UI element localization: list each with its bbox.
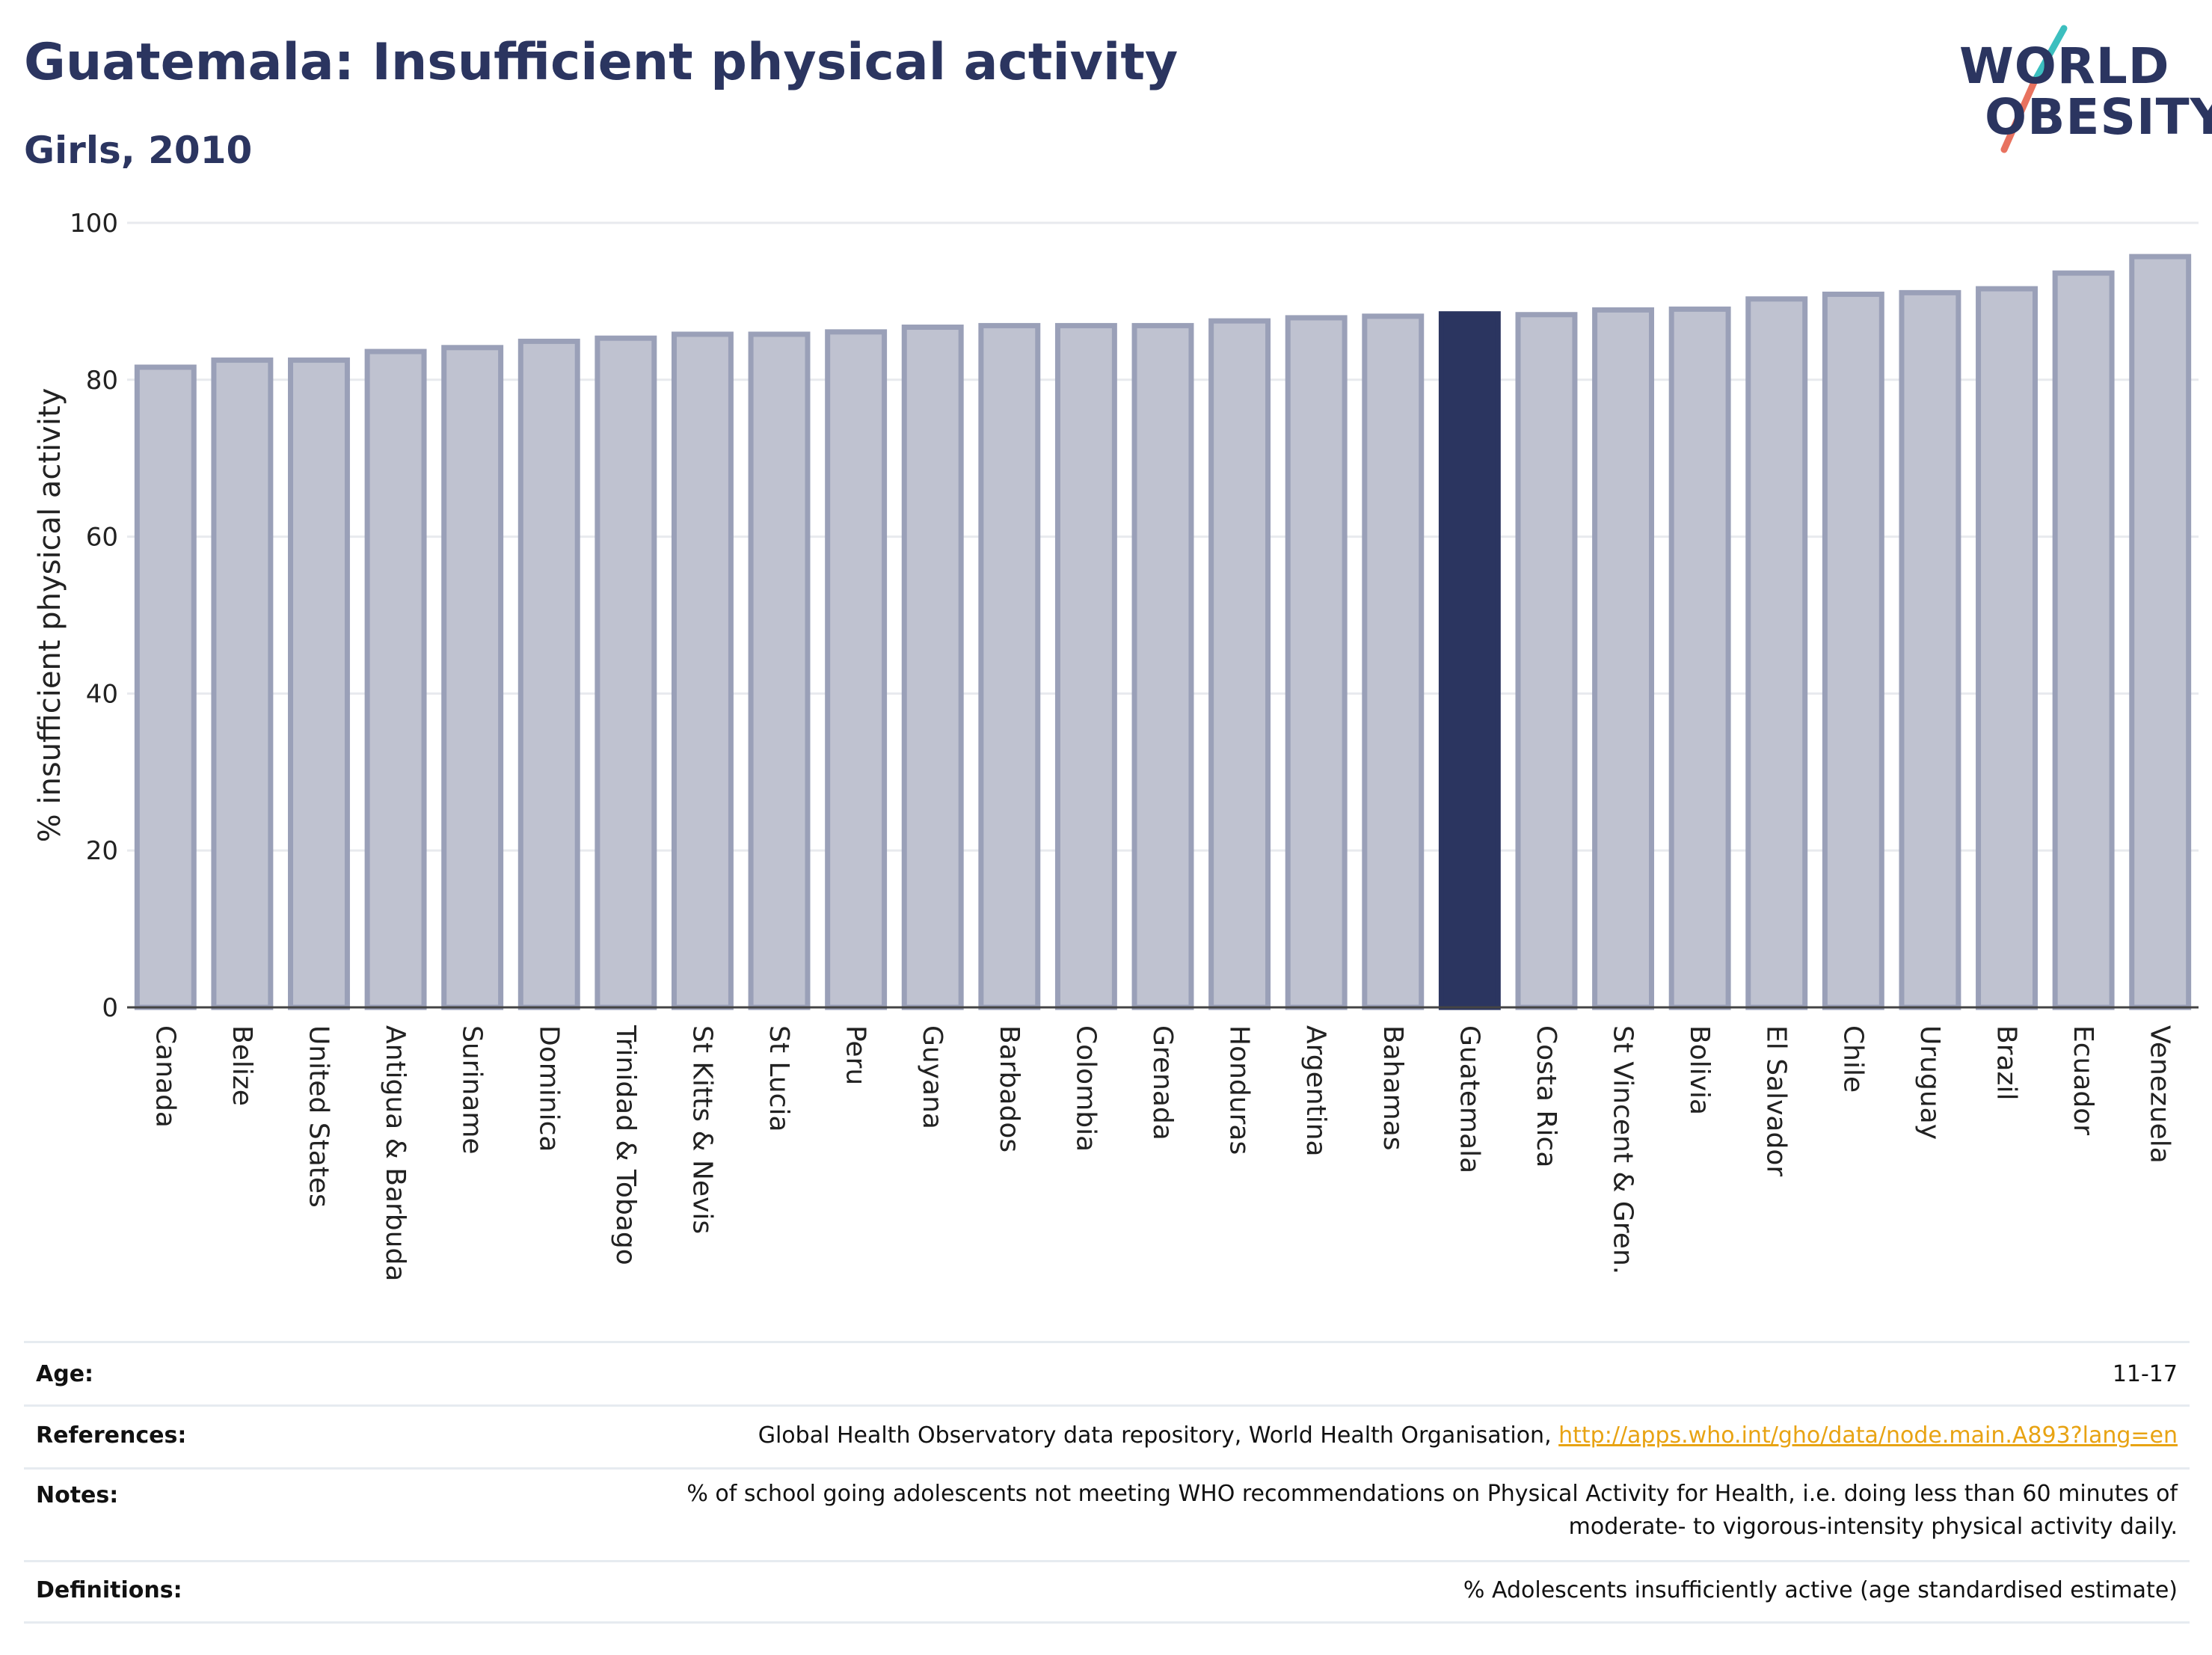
y-tick-label: 40 bbox=[86, 679, 118, 709]
y-tick-label: 60 bbox=[86, 523, 118, 553]
metadata-value-text: Global Health Observatory data repositor… bbox=[758, 1422, 1559, 1449]
metadata-row: Age: 11-17 bbox=[24, 1345, 2190, 1407]
metadata-row: Definitions: % Adolescents insufficiently… bbox=[24, 1560, 2190, 1624]
chart-subtitle: Girls, 2010 bbox=[24, 129, 253, 172]
x-tick-label: St Lucia bbox=[764, 1025, 794, 1132]
metadata-table-top-border: Age: 11-17 References: Global Health Observ… bbox=[24, 1341, 2190, 1624]
bar bbox=[2052, 270, 2115, 1010]
x-tick-label: Chile bbox=[1837, 1025, 1868, 1093]
x-tick-label: Trinidad & Tobago bbox=[610, 1025, 641, 1265]
x-tick-label: Costa Rica bbox=[1531, 1025, 1561, 1167]
bar bbox=[748, 331, 811, 1010]
bar bbox=[978, 322, 1041, 1010]
x-tick-label: St Kitts & Nevis bbox=[686, 1025, 717, 1234]
x-tick-label: Bahamas bbox=[1377, 1025, 1408, 1151]
bar bbox=[1822, 291, 1884, 1010]
bar bbox=[1592, 307, 1655, 1010]
y-tick-label: 80 bbox=[86, 366, 118, 396]
x-tick-label: Antigua & Barbuda bbox=[380, 1025, 411, 1281]
bar bbox=[288, 357, 350, 1010]
world-obesity-logo: WORLD OBESITY bbox=[1952, 22, 2212, 157]
metadata-key: Notes: bbox=[36, 1482, 119, 1508]
x-tick-label: Honduras bbox=[1224, 1025, 1255, 1155]
bar bbox=[1668, 306, 1731, 1010]
x-tick-label: Canada bbox=[150, 1025, 180, 1128]
bar bbox=[134, 364, 197, 1010]
logo-slash-icon bbox=[2000, 25, 2068, 153]
x-tick-label: Bolivia bbox=[1684, 1025, 1715, 1115]
bar bbox=[211, 357, 274, 1010]
x-tick-label: Belize bbox=[227, 1025, 257, 1106]
metadata-value-text: 11-17 bbox=[2112, 1361, 2178, 1387]
bar bbox=[1438, 311, 1501, 1010]
metadata-key: References: bbox=[36, 1422, 187, 1449]
bar bbox=[364, 348, 427, 1010]
metadata-value: % of school going adolescents not meetin… bbox=[607, 1478, 2178, 1544]
x-tick-label: Brazil bbox=[1991, 1025, 2022, 1100]
x-tick-label: Guyana bbox=[917, 1025, 947, 1129]
x-tick-label: Dominica bbox=[533, 1025, 564, 1152]
bar bbox=[441, 345, 504, 1010]
metadata-row: Notes: % of school going adolescents not … bbox=[24, 1467, 2190, 1562]
reference-link[interactable]: http://apps.who.int/gho/data/node.main.A… bbox=[1558, 1422, 2178, 1449]
bar bbox=[1976, 286, 2038, 1010]
bar bbox=[1054, 322, 1117, 1010]
logo-text-world: WORLD bbox=[1959, 37, 2170, 95]
x-tick-label: Barbados bbox=[994, 1025, 1024, 1152]
y-axis-label: % insufficient physical activity bbox=[33, 388, 67, 843]
bar-chart: 0 20 40 60 80 100 % insufficient physical acti… bbox=[33, 209, 2199, 1281]
bar bbox=[2129, 254, 2192, 1010]
metadata-value: Global Health Observatory data repositor… bbox=[233, 1419, 2178, 1452]
bar bbox=[671, 331, 734, 1010]
metadata-key: Age: bbox=[36, 1361, 94, 1387]
x-tick-label: Venezuela bbox=[2145, 1025, 2175, 1164]
x-tick-label: United States bbox=[303, 1025, 334, 1208]
x-tick-label: Suriname bbox=[457, 1025, 488, 1155]
metadata-value-text: % of school going adolescents not meetin… bbox=[686, 1481, 2178, 1540]
logo-text-obesity: OBESITY bbox=[1985, 88, 2212, 146]
metadata-value: % Adolescents insufficiently active (age… bbox=[233, 1574, 2178, 1607]
y-tick-label: 20 bbox=[86, 836, 118, 866]
x-tick-label: Grenada bbox=[1147, 1025, 1178, 1140]
bar bbox=[1745, 296, 1808, 1010]
x-tick-label: Uruguay bbox=[1914, 1025, 1945, 1140]
metadata-key: Definitions: bbox=[36, 1577, 182, 1603]
bar bbox=[1208, 318, 1271, 1010]
bar bbox=[1899, 289, 1961, 1010]
x-tick-label: Ecuador bbox=[2068, 1025, 2098, 1135]
bar bbox=[901, 325, 964, 1010]
y-tick-label: 0 bbox=[102, 993, 118, 1023]
x-tick-label: El Salvador bbox=[1761, 1025, 1792, 1176]
bar bbox=[1131, 322, 1194, 1010]
y-tick-label: 100 bbox=[70, 209, 118, 239]
metadata-value: 11-17 bbox=[233, 1358, 2178, 1391]
chart-title: Guatemala: Insufficient physical activit… bbox=[24, 33, 1179, 92]
x-tick-label: St Vincent & Gren. bbox=[1608, 1025, 1638, 1274]
bar bbox=[517, 338, 580, 1010]
x-tick-label: Guatemala bbox=[1454, 1025, 1484, 1173]
x-tick-label: Colombia bbox=[1070, 1025, 1101, 1152]
bar bbox=[595, 335, 657, 1010]
bar bbox=[1362, 313, 1425, 1010]
metadata-row: References: Global Health Observatory dat… bbox=[24, 1404, 2190, 1470]
bar bbox=[825, 329, 888, 1010]
metadata-value-text: % Adolescents insufficiently active (age… bbox=[1463, 1577, 2178, 1603]
x-tick-label: Argentina bbox=[1300, 1025, 1331, 1157]
bar bbox=[1515, 312, 1578, 1010]
x-tick-label: Peru bbox=[841, 1025, 871, 1085]
bar bbox=[1285, 315, 1348, 1010]
